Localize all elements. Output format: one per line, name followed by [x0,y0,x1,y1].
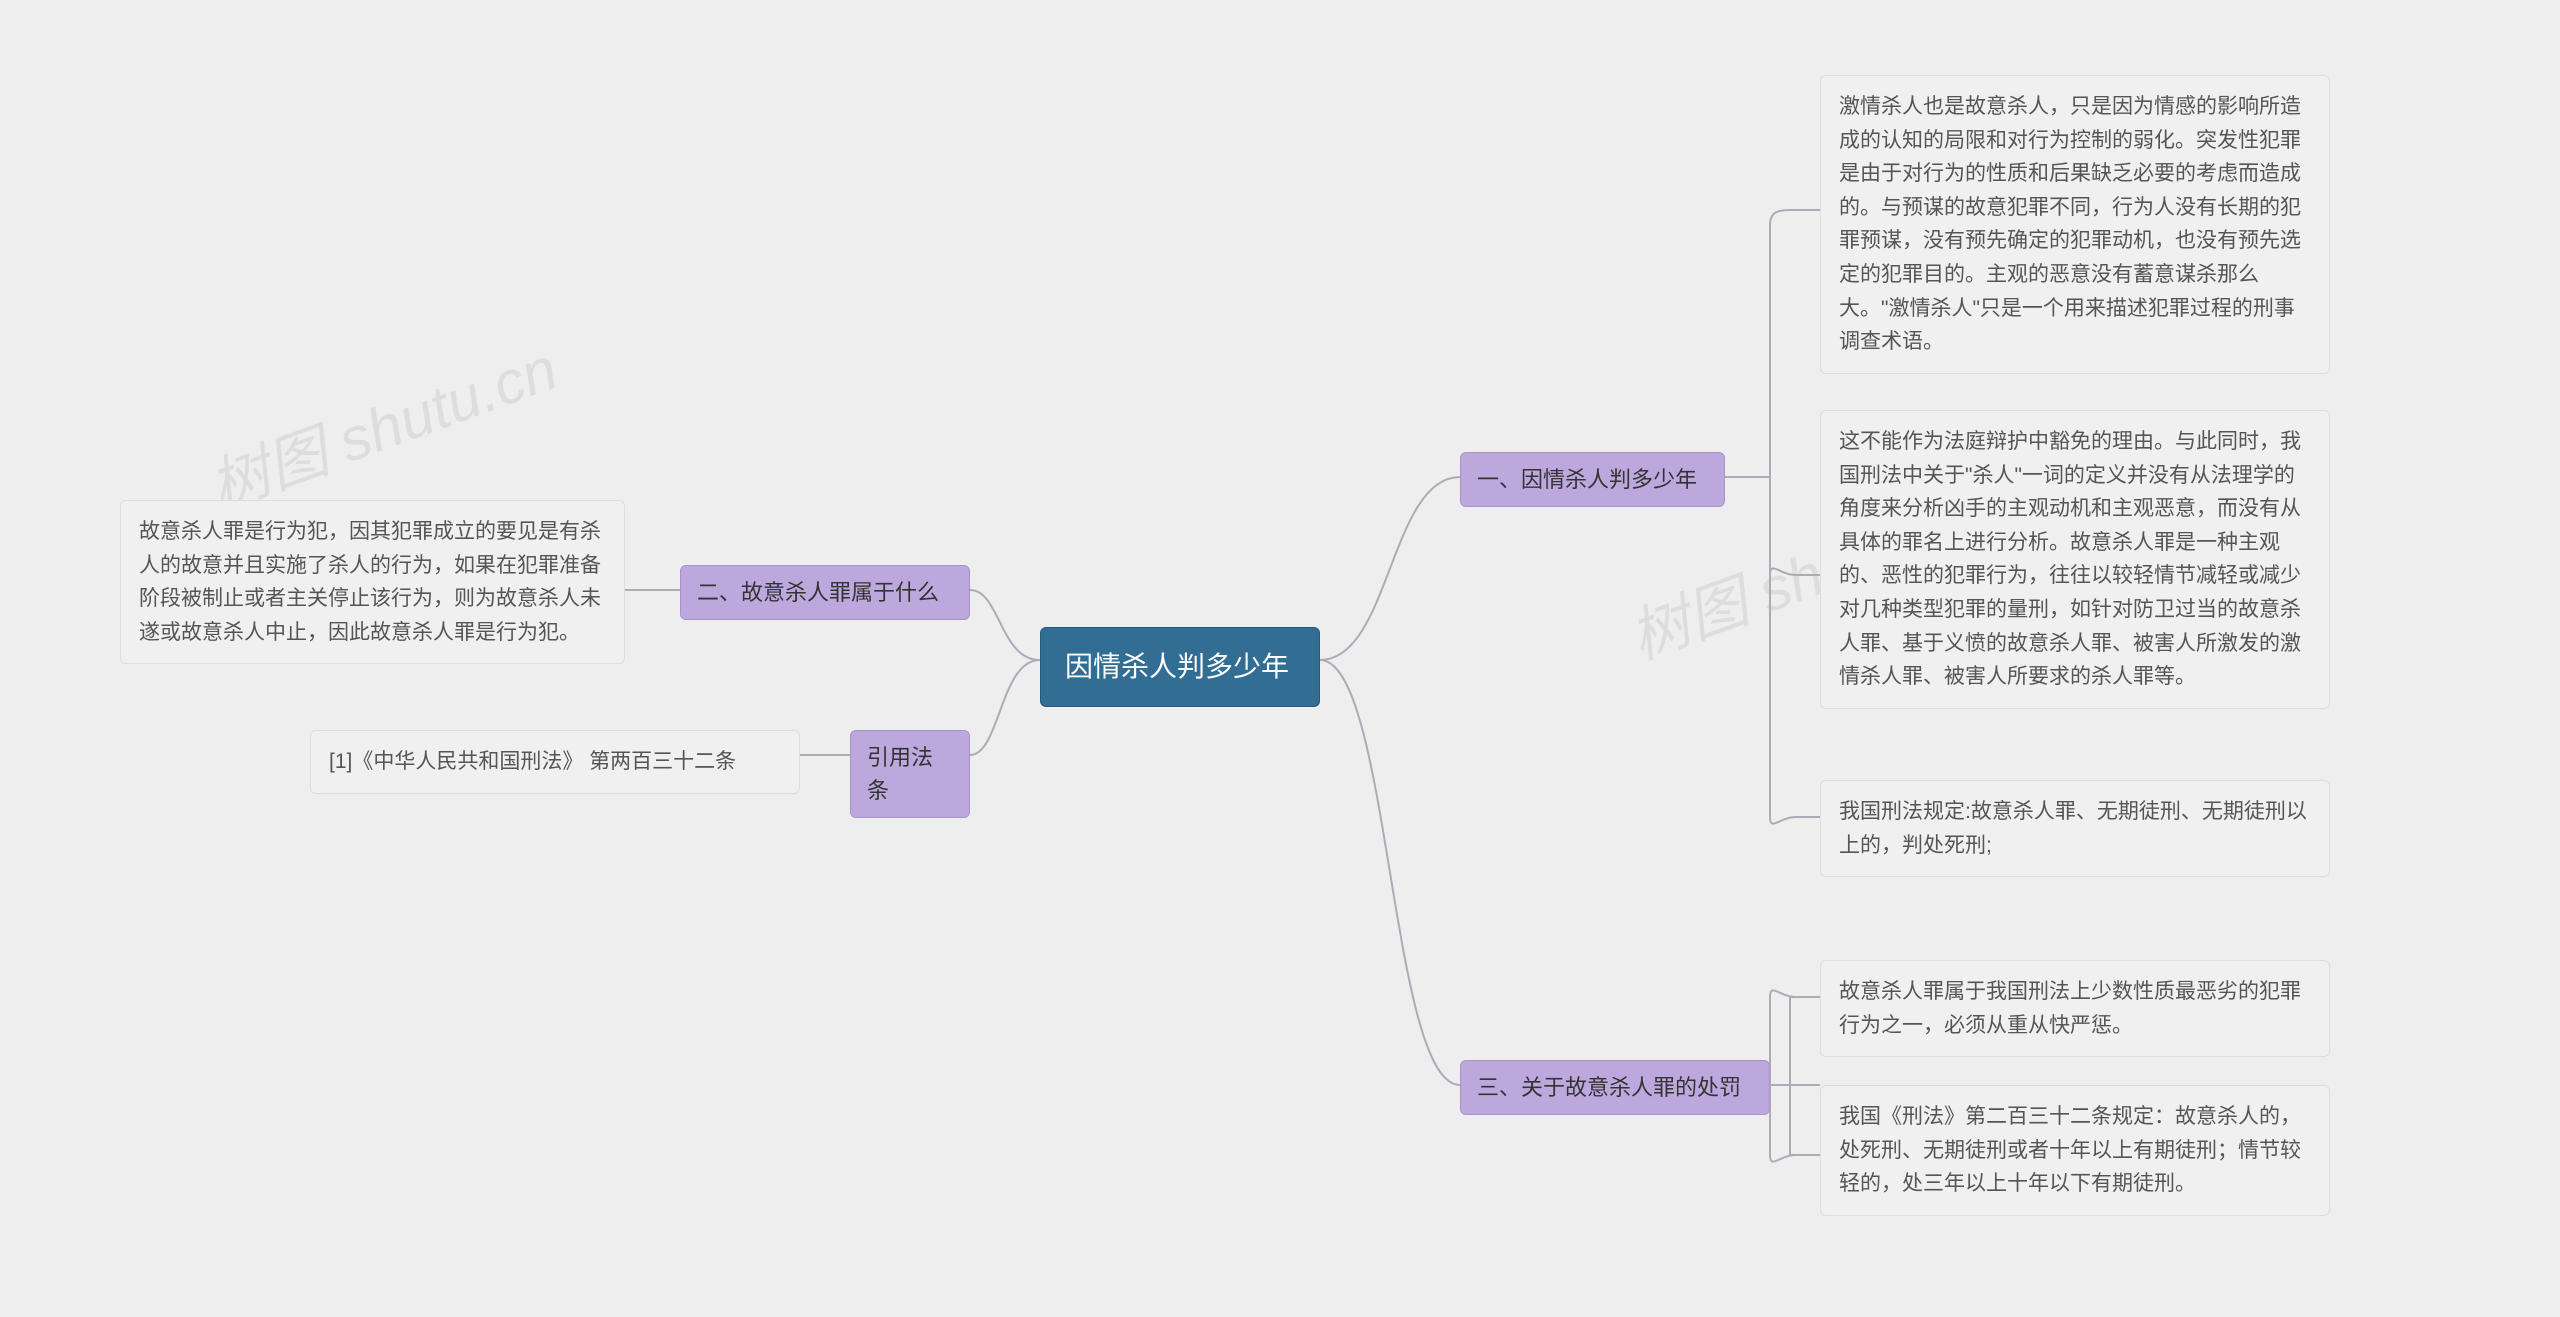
leaf-r2a[interactable]: 故意杀人罪属于我国刑法上少数性质最恶劣的犯罪行为之一，必须从重从快严惩。 [1820,960,2330,1057]
leaf-r1c-text: 我国刑法规定:故意杀人罪、无期徒刑、无期徒刑以上的，判处死刑; [1839,800,2307,857]
branch-l2[interactable]: 引用法条 [850,730,970,818]
leaf-l1a-text: 故意杀人罪是行为犯，因其犯罪成立的要见是有杀人的故意并且实施了杀人的行为，如果在… [139,520,601,644]
root-node[interactable]: 因情杀人判多少年 [1040,627,1320,707]
leaf-r1a-text: 激情杀人也是故意杀人，只是因为情感的影响所造成的认知的局限和对行为控制的弱化。突… [1839,95,2301,353]
leaf-l2a[interactable]: [1]《中华人民共和国刑法》 第两百三十二条 [310,730,800,794]
leaf-l2a-text: [1]《中华人民共和国刑法》 第两百三十二条 [329,750,736,773]
leaf-r2a-text: 故意杀人罪属于我国刑法上少数性质最恶劣的犯罪行为之一，必须从重从快严惩。 [1839,980,2301,1037]
watermark-1: 树图 shutu.cn [196,320,567,526]
leaf-r1a[interactable]: 激情杀人也是故意杀人，只是因为情感的影响所造成的认知的局限和对行为控制的弱化。突… [1820,75,2330,374]
leaf-r2b-text: 我国《刑法》第二百三十二条规定：故意杀人的，处死刑、无期徒刑或者十年以上有期徒刑… [1839,1105,2301,1195]
leaf-r1b-text: 这不能作为法庭辩护中豁免的理由。与此同时，我国刑法中关于"杀人"一词的定义并没有… [1839,430,2301,688]
branch-r2-label: 三、关于故意杀人罪的处罚 [1477,1075,1741,1100]
mindmap-canvas: 树图 shutu.cn 树图 shutu.cn [0,0,2560,1317]
branch-r2[interactable]: 三、关于故意杀人罪的处罚 [1460,1060,1770,1115]
branch-r1-label: 一、因情杀人判多少年 [1477,467,1697,492]
root-label: 因情杀人判多少年 [1065,651,1289,682]
leaf-l1a[interactable]: 故意杀人罪是行为犯，因其犯罪成立的要见是有杀人的故意并且实施了杀人的行为，如果在… [120,500,625,664]
leaf-r1c[interactable]: 我国刑法规定:故意杀人罪、无期徒刑、无期徒刑以上的，判处死刑; [1820,780,2330,877]
branch-l2-label: 引用法条 [867,745,933,803]
branch-l1-label: 二、故意杀人罪属于什么 [697,580,939,605]
leaf-r2b[interactable]: 我国《刑法》第二百三十二条规定：故意杀人的，处死刑、无期徒刑或者十年以上有期徒刑… [1820,1085,2330,1216]
branch-r1[interactable]: 一、因情杀人判多少年 [1460,452,1725,507]
branch-l1[interactable]: 二、故意杀人罪属于什么 [680,565,970,620]
leaf-r1b[interactable]: 这不能作为法庭辩护中豁免的理由。与此同时，我国刑法中关于"杀人"一词的定义并没有… [1820,410,2330,709]
